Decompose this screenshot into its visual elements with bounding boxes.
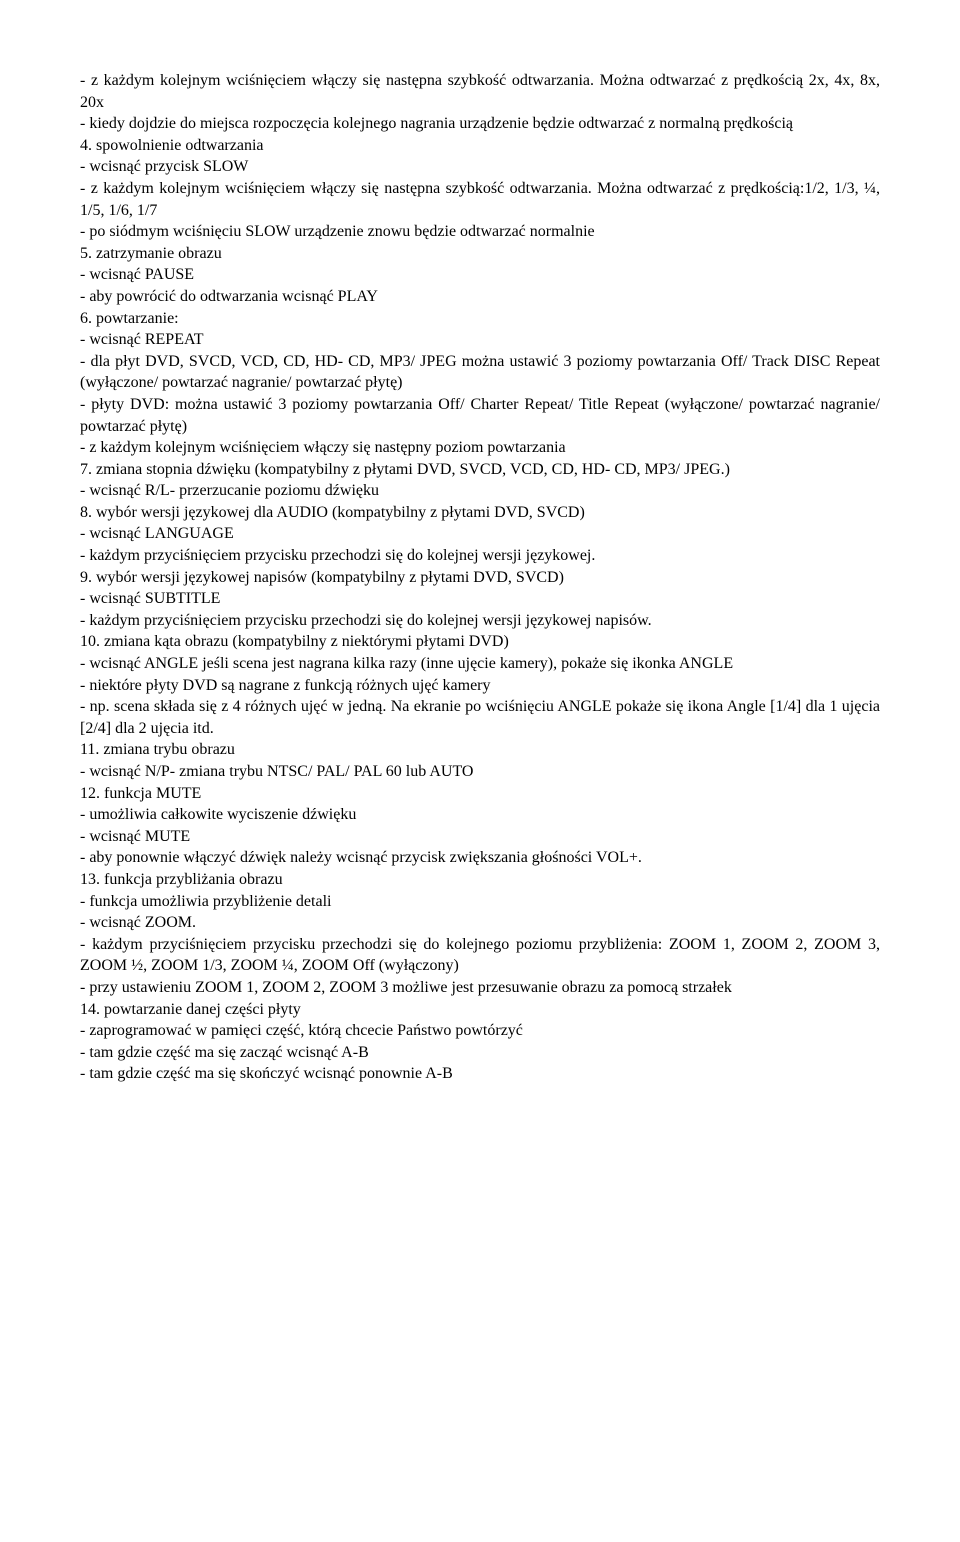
text-line: - wcisnąć ZOOM.: [80, 912, 880, 934]
text-line: - tam gdzie część ma się skończyć wcisną…: [80, 1063, 880, 1085]
text-line: - dla płyt DVD, SVCD, VCD, CD, HD- CD, M…: [80, 351, 880, 394]
text-line: 7. zmiana stopnia dźwięku (kompatybilny …: [80, 459, 880, 481]
text-line: - np. scena składa się z 4 różnych ujęć …: [80, 696, 880, 739]
text-line: 6. powtarzanie:: [80, 308, 880, 330]
text-line: - płyty DVD: można ustawić 3 poziomy pow…: [80, 394, 880, 437]
text-line: - każdym przyciśnięciem przycisku przech…: [80, 934, 880, 977]
text-line: - umożliwia całkowite wyciszenie dźwięku: [80, 804, 880, 826]
text-line: 12. funkcja MUTE: [80, 783, 880, 805]
text-line: - wcisnąć MUTE: [80, 826, 880, 848]
text-line: - wcisnąć R/L- przerzucanie poziomu dźwi…: [80, 480, 880, 502]
text-line: - z każdym kolejnym wciśnięciem włączy s…: [80, 178, 880, 221]
text-line: - wcisnąć REPEAT: [80, 329, 880, 351]
text-line: 8. wybór wersji językowej dla AUDIO (kom…: [80, 502, 880, 524]
text-line: 11. zmiana trybu obrazu: [80, 739, 880, 761]
text-line: 14. powtarzanie danej części płyty: [80, 999, 880, 1021]
text-line: - zaprogramować w pamięci część, którą c…: [80, 1020, 880, 1042]
text-line: - wcisnąć SUBTITLE: [80, 588, 880, 610]
text-line: - każdym przyciśnięciem przycisku przech…: [80, 545, 880, 567]
text-line: - kiedy dojdzie do miejsca rozpoczęcia k…: [80, 113, 880, 135]
text-line: 10. zmiana kąta obrazu (kompatybilny z n…: [80, 631, 880, 653]
text-line: - wcisnąć przycisk SLOW: [80, 156, 880, 178]
text-line: 9. wybór wersji językowej napisów (kompa…: [80, 567, 880, 589]
text-line: - aby powrócić do odtwarzania wcisnąć PL…: [80, 286, 880, 308]
text-line: - przy ustawieniu ZOOM 1, ZOOM 2, ZOOM 3…: [80, 977, 880, 999]
text-line: - funkcja umożliwia przybliżenie detali: [80, 891, 880, 913]
text-line: - niektóre płyty DVD są nagrane z funkcj…: [80, 675, 880, 697]
text-line: - wcisnąć LANGUAGE: [80, 523, 880, 545]
text-line: 5. zatrzymanie obrazu: [80, 243, 880, 265]
text-line: 4. spowolnienie odtwarzania: [80, 135, 880, 157]
document-body: - z każdym kolejnym wciśnięciem włączy s…: [80, 70, 880, 1085]
text-line: - z każdym kolejnym wciśnięciem włączy s…: [80, 70, 880, 113]
text-line: - aby ponownie włączyć dźwięk należy wci…: [80, 847, 880, 869]
text-line: - każdym przyciśnięciem przycisku przech…: [80, 610, 880, 632]
text-line: - z każdym kolejnym wciśnięciem włączy s…: [80, 437, 880, 459]
text-line: 13. funkcja przybliżania obrazu: [80, 869, 880, 891]
text-line: - wcisnąć ANGLE jeśli scena jest nagrana…: [80, 653, 880, 675]
text-line: - tam gdzie część ma się zacząć wcisnąć …: [80, 1042, 880, 1064]
text-line: - po siódmym wciśnięciu SLOW urządzenie …: [80, 221, 880, 243]
text-line: - wcisnąć N/P- zmiana trybu NTSC/ PAL/ P…: [80, 761, 880, 783]
text-line: - wcisnąć PAUSE: [80, 264, 880, 286]
